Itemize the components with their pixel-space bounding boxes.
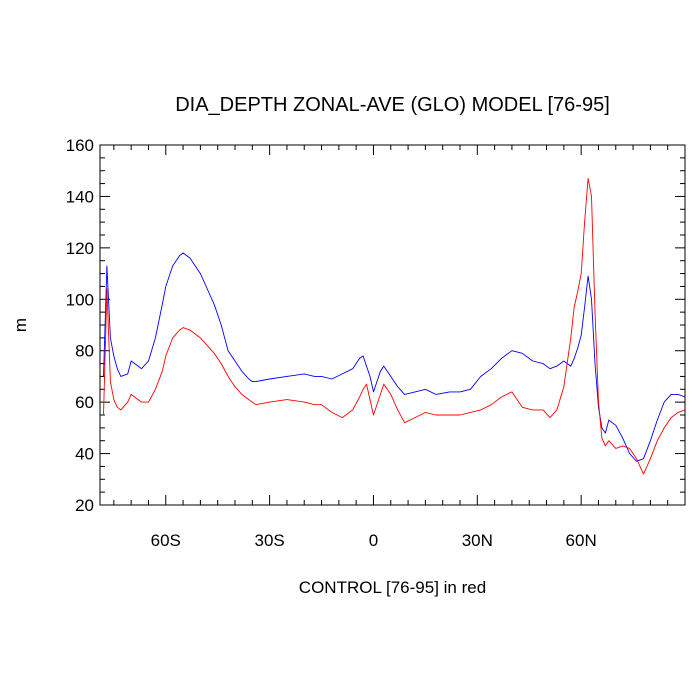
series-line-1 (103, 252, 686, 462)
y-tick-label: 160 (66, 136, 94, 155)
x-tick-label: 0 (369, 531, 378, 550)
y-axis-label: m (11, 318, 30, 332)
y-axis-ticks: 20 40 60 80 100 120 140 160 (66, 136, 685, 515)
x-axis-label: CONTROL [76-95] in red (298, 578, 487, 597)
x-tick-label: 60S (151, 531, 181, 550)
x-tick-label: 60N (566, 531, 597, 550)
y-tick-label: 80 (75, 342, 94, 361)
x-tick-label: 30S (254, 531, 284, 550)
x-tick-label: 30N (462, 531, 493, 550)
y-tick-label: 140 (66, 187, 94, 206)
y-tick-label: 60 (75, 393, 94, 412)
chart-title: DIA_DEPTH ZONAL-AVE (GLO) MODEL [76-95] (175, 94, 610, 116)
y-tick-label: 40 (75, 445, 94, 464)
y-tick-label: 100 (66, 290, 94, 309)
y-tick-label: 20 (75, 496, 94, 515)
y-tick-label: 120 (66, 239, 94, 258)
plot-frame (99, 144, 686, 506)
x-axis-ticks: 60S 30S 0 30N 60N (113, 145, 686, 550)
series-line-2 (103, 177, 686, 475)
series-layer (103, 177, 686, 475)
